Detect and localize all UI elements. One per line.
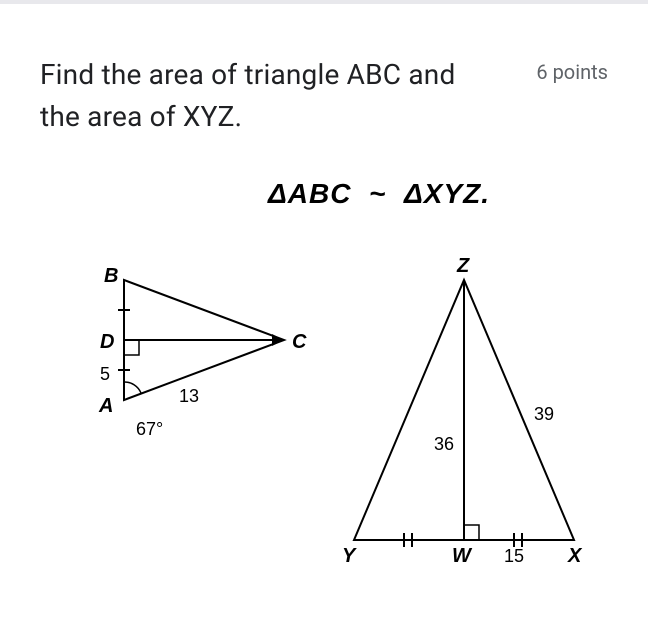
content-area: Find the area of triangle ABC and the ar… xyxy=(0,4,648,618)
label-a: A xyxy=(98,395,113,417)
similarity-statement: ΔABC ~ ΔXYZ. xyxy=(150,178,608,210)
question-row: Find the area of triangle ABC and the ar… xyxy=(40,54,608,138)
triangle-abc-name: ABC xyxy=(288,178,352,209)
delta-2: Δ xyxy=(404,178,424,209)
label-z: Z xyxy=(456,255,470,277)
measurement-wx: 15 xyxy=(504,546,524,566)
right-angle-d xyxy=(124,340,139,355)
label-c: C xyxy=(292,331,307,353)
triangle-xyz-name: XYZ xyxy=(424,178,481,209)
label-b: B xyxy=(104,265,118,287)
question-text: Find the area of triangle ABC and the ar… xyxy=(40,54,480,138)
points-label: 6 points xyxy=(536,60,608,84)
triangle-xyz: Z Y W X 36 39 15 xyxy=(342,255,583,567)
label-d: D xyxy=(100,331,114,353)
diagram-container: ΔABC ~ ΔXYZ. B D xyxy=(40,178,608,598)
label-y: Y xyxy=(342,545,357,567)
triangle-abc: B D A C 5 13 67° xyxy=(98,265,307,439)
similarity-relation: ~ xyxy=(369,178,386,209)
measurement-ac: 13 xyxy=(179,386,199,406)
label-w: W xyxy=(452,545,473,567)
measurement-ad: 5 xyxy=(100,364,110,384)
measurement-angle-a: 67° xyxy=(136,419,163,439)
right-angle-w xyxy=(464,525,479,540)
measurement-zw: 36 xyxy=(434,434,454,454)
delta-1: Δ xyxy=(268,178,288,209)
arrowhead-c xyxy=(272,334,284,346)
triangles-diagram: B D A C 5 13 67° xyxy=(44,240,604,570)
label-x: X xyxy=(567,545,583,567)
angle-arc-a xyxy=(124,382,141,393)
measurement-zx: 39 xyxy=(534,404,554,424)
